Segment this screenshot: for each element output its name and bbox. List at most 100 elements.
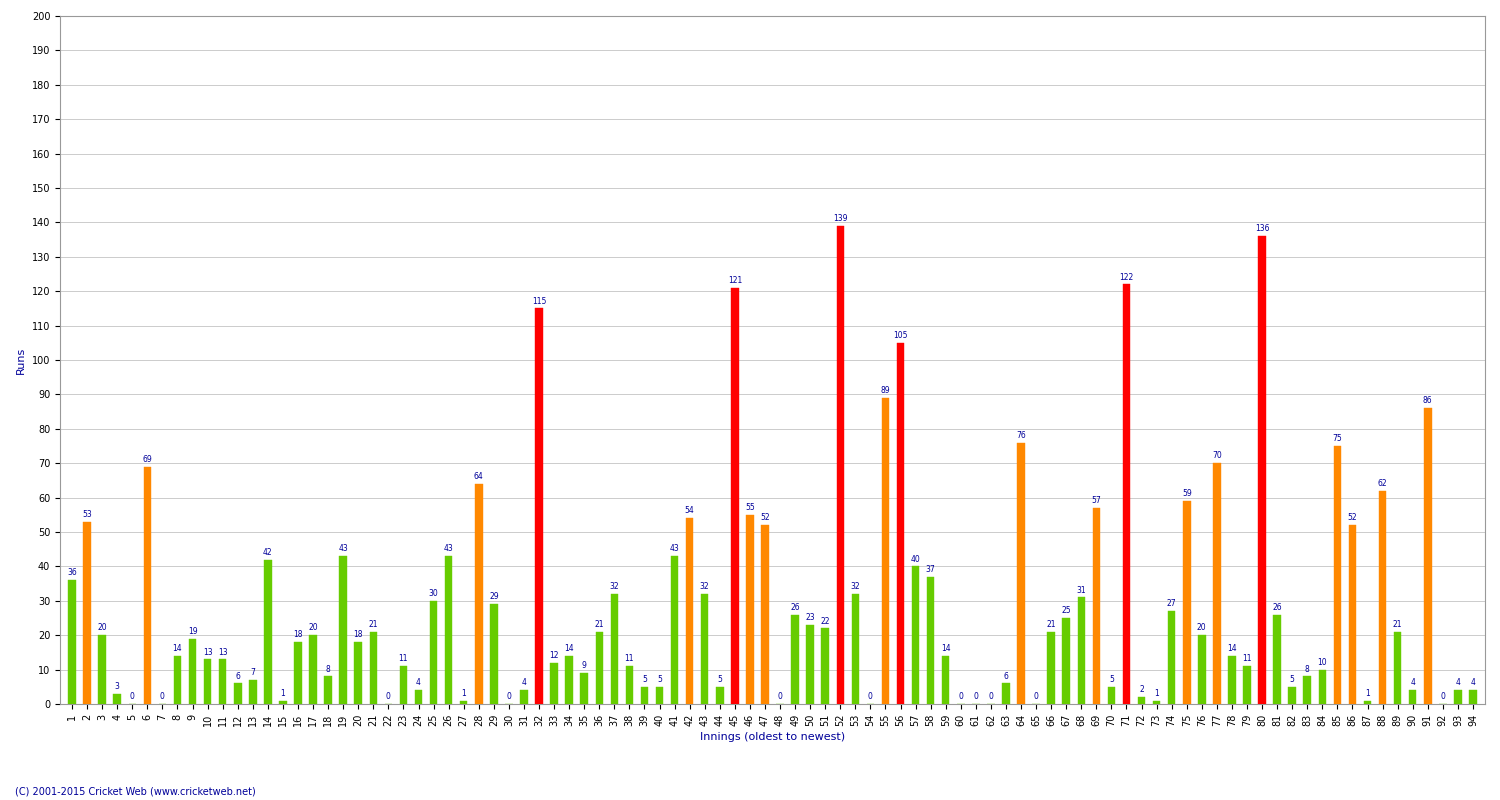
Bar: [69, 580, 76, 704]
Bar: [1244, 666, 1251, 704]
Text: 30: 30: [429, 589, 438, 598]
Text: 4: 4: [1470, 678, 1476, 687]
Text: 64: 64: [474, 472, 483, 481]
Text: 5: 5: [642, 675, 646, 684]
Bar: [686, 518, 693, 704]
Bar: [490, 604, 498, 704]
Bar: [234, 683, 242, 704]
Text: 5: 5: [657, 675, 662, 684]
Text: 43: 43: [669, 544, 680, 554]
Text: 1: 1: [280, 689, 285, 698]
Bar: [1468, 690, 1476, 704]
Text: 4: 4: [522, 678, 526, 687]
Bar: [1154, 701, 1161, 704]
Text: 21: 21: [594, 620, 604, 629]
Text: 21: 21: [1394, 620, 1402, 629]
Bar: [279, 701, 286, 704]
Text: 18: 18: [354, 630, 363, 639]
Text: 23: 23: [806, 613, 814, 622]
Text: 12: 12: [549, 651, 560, 660]
Text: 0: 0: [160, 692, 165, 702]
Text: 139: 139: [833, 214, 848, 223]
Text: 20: 20: [309, 623, 318, 633]
Text: 52: 52: [760, 514, 770, 522]
Text: 19: 19: [188, 627, 198, 636]
Bar: [882, 398, 890, 704]
Text: 4: 4: [1455, 678, 1461, 687]
Text: 20: 20: [98, 623, 106, 633]
X-axis label: Innings (oldest to newest): Innings (oldest to newest): [700, 732, 844, 742]
Bar: [550, 662, 558, 704]
Bar: [1288, 686, 1296, 704]
Bar: [1274, 614, 1281, 704]
Text: 5: 5: [717, 675, 722, 684]
Bar: [430, 601, 438, 704]
Text: 57: 57: [1092, 496, 1101, 505]
Bar: [852, 594, 859, 704]
Bar: [520, 690, 528, 704]
Bar: [1017, 442, 1025, 704]
Bar: [716, 686, 723, 704]
Text: 136: 136: [1256, 225, 1269, 234]
Bar: [1122, 284, 1131, 704]
Text: 69: 69: [142, 455, 152, 464]
Text: 18: 18: [294, 630, 303, 639]
Text: 11: 11: [399, 654, 408, 663]
Text: 89: 89: [880, 386, 891, 395]
Bar: [1002, 683, 1010, 704]
Bar: [822, 628, 830, 704]
Bar: [399, 666, 406, 704]
Bar: [626, 666, 633, 704]
Text: 3: 3: [116, 682, 120, 691]
Text: 5: 5: [1290, 675, 1294, 684]
Text: 6: 6: [236, 672, 240, 681]
Text: 5: 5: [1108, 675, 1114, 684]
Bar: [1062, 618, 1070, 704]
Text: 0: 0: [130, 692, 135, 702]
Bar: [927, 577, 934, 704]
Bar: [897, 342, 904, 704]
Bar: [309, 635, 316, 704]
Bar: [566, 656, 573, 704]
Text: 6: 6: [1004, 672, 1008, 681]
Bar: [792, 614, 800, 704]
Bar: [1198, 635, 1206, 704]
Bar: [536, 309, 543, 704]
Text: 14: 14: [1227, 644, 1236, 653]
Bar: [1378, 490, 1386, 704]
Bar: [174, 656, 182, 704]
Text: 7: 7: [251, 668, 255, 677]
Bar: [1258, 236, 1266, 704]
Text: 14: 14: [564, 644, 574, 653]
Bar: [760, 525, 768, 704]
Text: 75: 75: [1332, 434, 1342, 443]
Bar: [414, 690, 423, 704]
Text: 115: 115: [532, 297, 546, 306]
Bar: [1364, 701, 1371, 704]
Bar: [670, 556, 678, 704]
Bar: [1107, 686, 1114, 704]
Bar: [596, 632, 603, 704]
Bar: [476, 484, 483, 704]
Bar: [189, 638, 196, 704]
Bar: [460, 701, 468, 704]
Text: 53: 53: [82, 510, 92, 519]
Text: 59: 59: [1182, 490, 1191, 498]
Text: 86: 86: [1424, 397, 1432, 406]
Text: 1: 1: [1154, 689, 1160, 698]
Text: 21: 21: [1047, 620, 1056, 629]
Bar: [1138, 697, 1146, 704]
Text: 21: 21: [369, 620, 378, 629]
Text: 105: 105: [894, 331, 908, 340]
Text: 52: 52: [1347, 514, 1358, 522]
Bar: [324, 677, 332, 704]
Text: 0: 0: [868, 692, 873, 702]
Bar: [354, 642, 362, 704]
Text: 0: 0: [1034, 692, 1038, 702]
Text: 0: 0: [958, 692, 963, 702]
Bar: [1394, 632, 1401, 704]
Text: 55: 55: [746, 503, 754, 512]
Bar: [84, 522, 92, 704]
Bar: [912, 566, 920, 704]
Text: 32: 32: [850, 582, 859, 591]
